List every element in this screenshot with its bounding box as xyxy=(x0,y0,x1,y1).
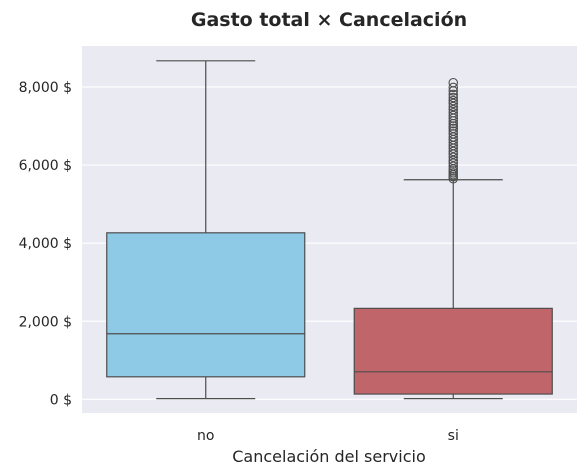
x-axis-label: Cancelación del servicio xyxy=(232,447,426,466)
chart-title: Gasto total × Cancelación xyxy=(191,9,467,31)
outlier-point xyxy=(448,104,458,115)
outlier-point xyxy=(448,82,458,93)
y-axis: 0 $ 2,000 $ 4,000 $ 6,000 $ 8,000 $ xyxy=(19,80,72,408)
outlier-point xyxy=(448,121,458,131)
box-no xyxy=(106,60,306,400)
outlier-point xyxy=(448,129,458,139)
x-tick-label: si xyxy=(448,428,459,444)
outlier-point xyxy=(448,146,458,157)
outlier-point xyxy=(448,158,458,168)
outlier-point xyxy=(448,101,458,112)
iqr-box xyxy=(353,307,553,395)
y-tick-label: 2,000 $ xyxy=(19,314,72,330)
outlier-point xyxy=(448,108,458,118)
y-tick-label: 0 $ xyxy=(50,392,72,408)
x-axis: no si xyxy=(197,428,459,444)
outlier-point xyxy=(448,110,458,121)
y-tick-label: 6,000 $ xyxy=(19,158,72,174)
x-tick-label: no xyxy=(197,428,214,444)
outlier-point xyxy=(448,155,458,166)
y-tick-label: 4,000 $ xyxy=(19,236,72,252)
box-si xyxy=(353,77,553,400)
outlier-point xyxy=(448,92,458,103)
outlier-point xyxy=(448,98,458,109)
outlier-point xyxy=(448,161,458,172)
outlier-point xyxy=(448,126,458,136)
outlier-point xyxy=(448,77,458,88)
box-series xyxy=(106,60,553,400)
outlier-point xyxy=(448,152,458,163)
outlier-point xyxy=(448,89,458,100)
y-tick-label: 8,000 $ xyxy=(19,80,72,96)
outlier-point xyxy=(448,95,458,106)
iqr-box xyxy=(106,232,306,378)
outlier-point xyxy=(448,123,458,134)
